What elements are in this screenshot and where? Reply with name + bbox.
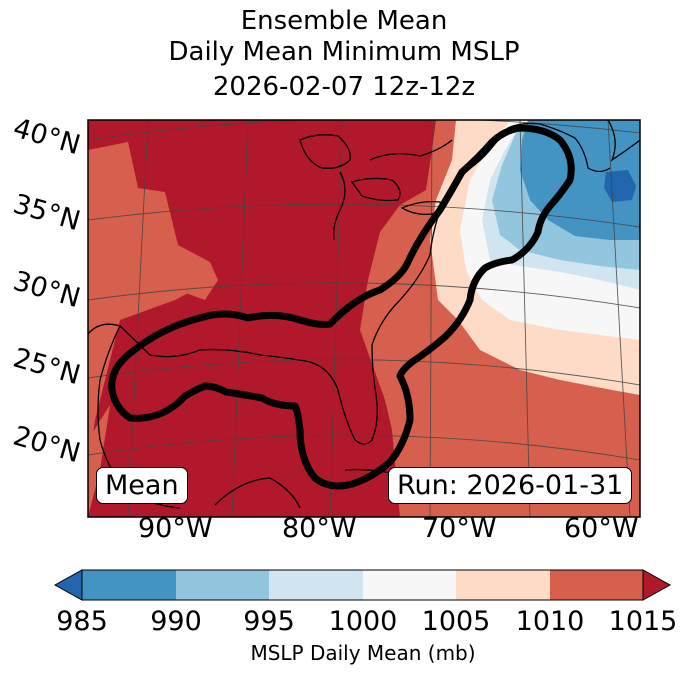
- colorbar-tick-995: 995: [243, 606, 295, 637]
- lon-line-65: [607, 120, 631, 517]
- lat-line-30: [88, 282, 640, 309]
- colorbar-bin-1000-1005: [363, 570, 456, 600]
- lat-line-40: [88, 120, 640, 141]
- lat-line-25: [88, 359, 640, 386]
- lon-label-70: 70°W: [422, 513, 497, 544]
- colorbar-tick-1005: 1005: [421, 606, 491, 637]
- mean-label-box: Mean: [96, 467, 188, 504]
- colorbar-extend-high: [642, 569, 672, 601]
- colorbar-bin-985-990: [82, 570, 176, 600]
- colorbar-tick-1000: 1000: [328, 606, 398, 637]
- lon-label-60: 60°W: [564, 513, 639, 544]
- title-line-2: Daily Mean Minimum MSLP: [168, 37, 520, 67]
- colorbar-tick-1010: 1010: [515, 606, 585, 637]
- ensemble-contour: [108, 124, 575, 490]
- title-line-3: 2026-02-07 12z-12z: [212, 72, 476, 102]
- colorbar-bin-1005-1010: [456, 570, 550, 600]
- colorbar-label: MSLP Daily Mean (mb): [250, 641, 476, 665]
- colorbar-bin-1010-1015: [550, 570, 643, 600]
- title-line-1: Ensemble Mean: [240, 6, 448, 36]
- run-date-box: Run: 2026-01-31: [388, 467, 633, 504]
- map-frame: [87, 119, 641, 518]
- lon-line-90: [127, 120, 149, 517]
- colorbar-bin-995-1000: [269, 570, 363, 600]
- lat-line-20: [88, 434, 640, 461]
- graticule: [88, 120, 640, 517]
- lat-line-35: [88, 203, 640, 228]
- lon-label-80: 80°W: [282, 513, 357, 544]
- lon-line-70: [519, 120, 531, 517]
- colorbar-frame: [81, 569, 644, 601]
- lon-line-75: [429, 120, 433, 517]
- colorbar-tick-990: 990: [150, 606, 202, 637]
- colorbar-tick-1015: 1015: [608, 606, 678, 637]
- colorbar-bin-990-995: [176, 570, 269, 600]
- colorbar-tick-985: 985: [56, 606, 108, 637]
- colorbar-extend-low: [53, 569, 83, 601]
- lon-label-90: 90°W: [138, 513, 213, 544]
